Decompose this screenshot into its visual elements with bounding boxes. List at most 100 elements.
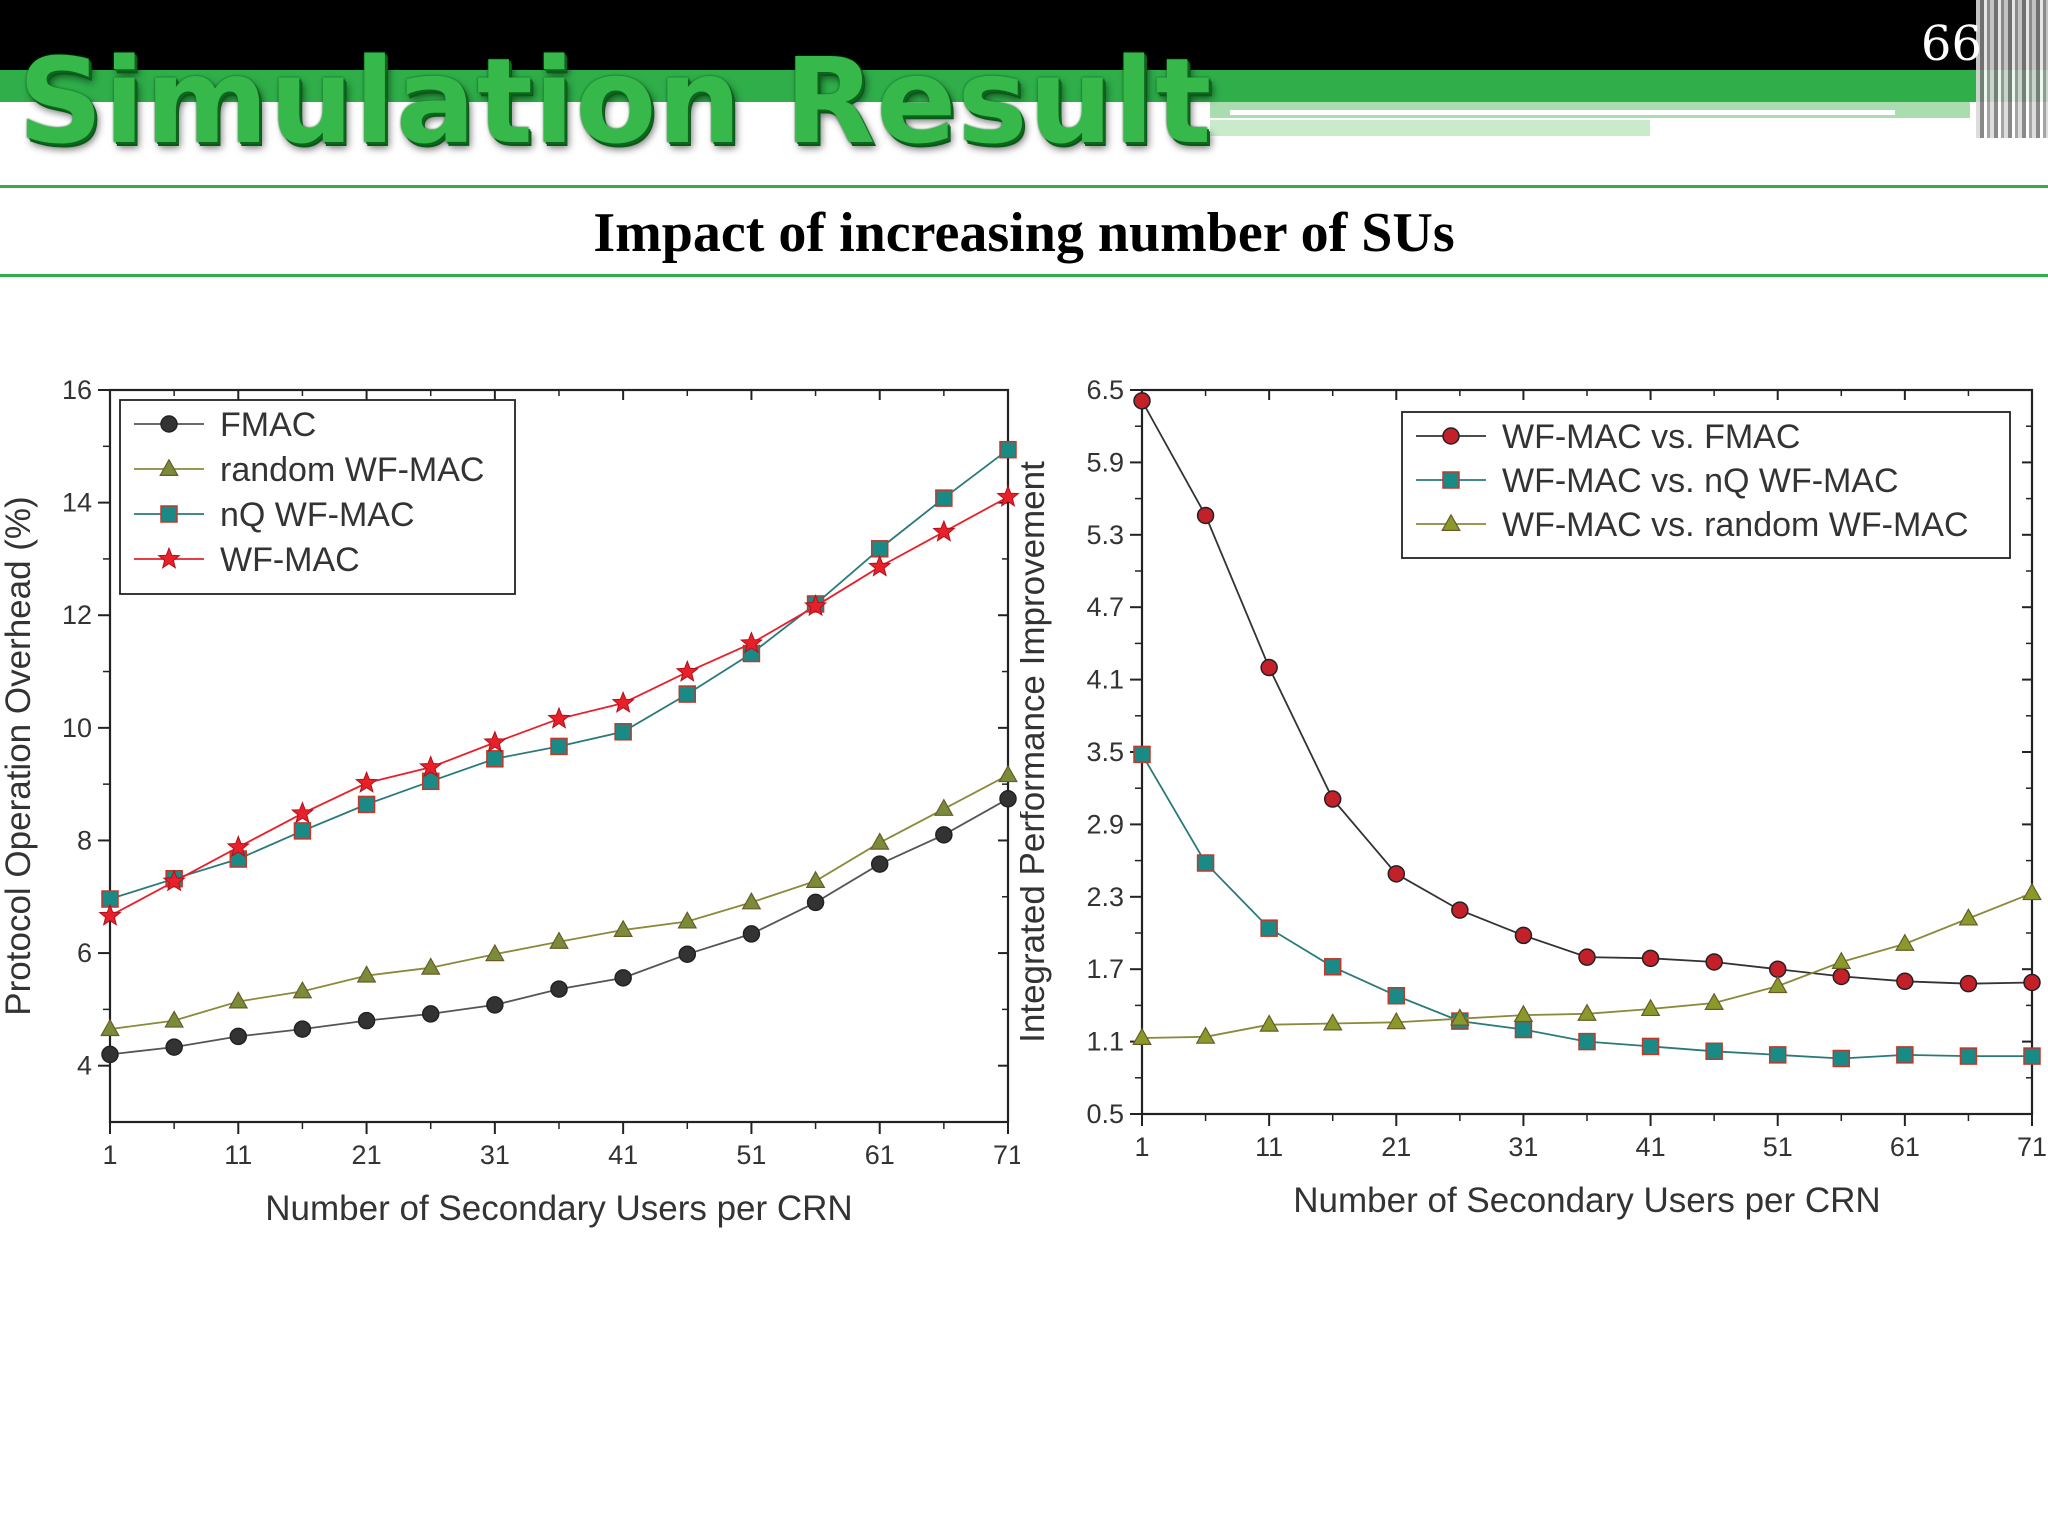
data-point	[1958, 908, 1979, 926]
data-point	[290, 801, 315, 824]
data-point	[675, 659, 699, 682]
data-point	[549, 931, 569, 949]
data-point	[486, 750, 504, 768]
data-point	[420, 957, 441, 975]
subtitle-bottom-rule	[0, 274, 2048, 277]
data-point	[1832, 967, 1851, 986]
y-tick-label: 3.5	[1086, 737, 1124, 767]
y-tick-label: 4.7	[1086, 592, 1124, 622]
data-point	[678, 945, 697, 963]
y-tick-label: 6	[77, 938, 92, 968]
x-tick-label: 71	[993, 1140, 1020, 1170]
data-point	[677, 911, 698, 929]
data-point	[678, 685, 697, 703]
y-tick-label: 12	[62, 600, 92, 630]
legend-marker	[159, 458, 179, 477]
data-point	[1767, 975, 1788, 994]
y-tick-label: 2.3	[1086, 882, 1124, 912]
data-point	[1578, 948, 1596, 966]
data-point	[614, 723, 632, 741]
data-point	[870, 855, 889, 873]
data-point	[1577, 1003, 1597, 1021]
data-point	[485, 943, 505, 962]
x-tick-label: 51	[1763, 1132, 1793, 1162]
y-axis-label: Integrated Performance Improvement	[1020, 461, 1052, 1043]
data-point	[100, 1018, 120, 1037]
data-point	[868, 554, 892, 577]
data-point	[611, 690, 635, 713]
y-tick-label: 5.9	[1086, 447, 1124, 477]
x-tick-label: 1	[102, 1140, 117, 1170]
slide-subtitle: Impact of increasing number of SUs	[593, 202, 1455, 264]
data-point	[1640, 998, 1661, 1017]
data-point	[354, 770, 379, 793]
data-point	[934, 798, 954, 816]
x-axis-label: Number of Secondary Users per CRN	[1293, 1181, 1880, 1220]
data-point	[1514, 926, 1533, 945]
data-point	[803, 594, 828, 617]
data-point	[1387, 865, 1406, 883]
data-point	[999, 790, 1017, 808]
data-point	[2023, 1047, 2041, 1065]
x-tick-label: 51	[736, 1140, 766, 1170]
data-point	[1133, 392, 1151, 410]
y-tick-label: 8	[77, 825, 92, 855]
data-point	[1896, 1046, 1914, 1064]
legend-label: nQ WF-MAC	[220, 496, 415, 534]
data-point	[1260, 658, 1278, 677]
legend-box	[1401, 411, 2011, 559]
header-green-band	[0, 70, 2048, 102]
data-point	[1768, 1046, 1787, 1064]
data-point	[739, 631, 764, 654]
data-point	[356, 965, 377, 983]
data-point	[1895, 933, 1915, 951]
y-tick-label: 1.1	[1086, 1027, 1124, 1057]
y-tick-label: 6.5	[1086, 375, 1124, 405]
y-tick-label: 2.9	[1086, 809, 1124, 839]
data-point	[1323, 790, 1342, 808]
data-point	[293, 1020, 312, 1038]
data-point	[1195, 1026, 1216, 1044]
data-point	[1704, 992, 1724, 1010]
data-point	[293, 822, 312, 840]
x-axis-label: Number of Secondary Users per CRN	[265, 1189, 852, 1228]
data-point	[741, 891, 762, 910]
data-point	[357, 1011, 376, 1030]
data-point	[547, 706, 571, 729]
y-tick-label: 10	[62, 713, 92, 743]
header-white-line	[1230, 110, 1895, 115]
x-tick-label: 11	[1255, 1132, 1283, 1162]
data-point	[1513, 1004, 1534, 1023]
data-point	[1641, 949, 1660, 968]
x-tick-label: 41	[1636, 1132, 1666, 1162]
data-point	[229, 1027, 248, 1046]
data-point	[1323, 958, 1342, 976]
data-point	[932, 519, 956, 542]
legend-marker	[160, 415, 178, 433]
data-point	[1896, 972, 1914, 991]
data-point	[999, 440, 1017, 459]
data-point	[486, 996, 504, 1014]
data-point	[2023, 973, 2041, 992]
data-point	[1259, 1014, 1279, 1032]
x-tick-label: 61	[865, 1140, 895, 1170]
data-point	[614, 969, 632, 987]
subtitle-top-rule	[0, 185, 2048, 188]
data-point	[1578, 1032, 1596, 1051]
data-point	[870, 540, 889, 558]
x-tick-label: 31	[1508, 1132, 1538, 1162]
data-point	[935, 489, 953, 507]
header-black-bar	[0, 0, 2048, 72]
x-tick-label: 61	[1890, 1132, 1920, 1162]
data-point	[805, 870, 826, 889]
data-point	[98, 903, 122, 926]
data-point	[1260, 919, 1278, 937]
data-point	[421, 772, 440, 791]
data-point	[613, 919, 633, 937]
data-point	[869, 832, 890, 850]
legend-label: random WF-MAC	[220, 451, 484, 489]
y-tick-label: 5.3	[1086, 520, 1124, 550]
data-point	[292, 980, 313, 999]
improvement-line-chart: 1 11 21 31 41 51 61 710.51.11.72.32.93.54.14.75…	[1020, 375, 2047, 1220]
data-point	[998, 764, 1018, 783]
